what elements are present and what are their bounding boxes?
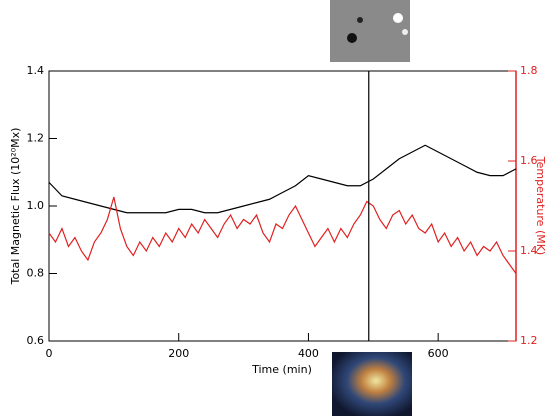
y2-tick-label: 1.6	[520, 154, 538, 167]
x-axis-label: Time (min)	[251, 363, 312, 376]
x-tick-label: 200	[168, 347, 189, 360]
magnetogram-inset	[330, 0, 410, 62]
y-tick-label: 1.2	[27, 132, 45, 145]
series-line	[49, 197, 516, 274]
y2-tick-label: 1.4	[520, 244, 538, 257]
x-tick-label: 600	[428, 347, 449, 360]
series-line	[49, 145, 516, 213]
plot-frame	[49, 71, 516, 341]
y-tick-label: 0.8	[27, 267, 45, 280]
euv-inset	[332, 352, 412, 416]
y-tick-label: 0.6	[27, 334, 45, 347]
y2-axis-label: Temperature (MK)	[534, 156, 547, 255]
y-axis-label: Total Magnetic Flux (10²⁰Mx)	[9, 128, 22, 286]
y-tick-label: 1.0	[27, 199, 45, 212]
chart: Time (min) Total Magnetic Flux (10²⁰Mx) …	[0, 0, 553, 416]
y2-tick-label: 1.2	[520, 334, 538, 347]
y-tick-label: 1.4	[27, 64, 45, 77]
x-tick-label: 400	[298, 347, 319, 360]
x-tick-label: 0	[46, 347, 53, 360]
y2-tick-label: 1.8	[520, 64, 538, 77]
